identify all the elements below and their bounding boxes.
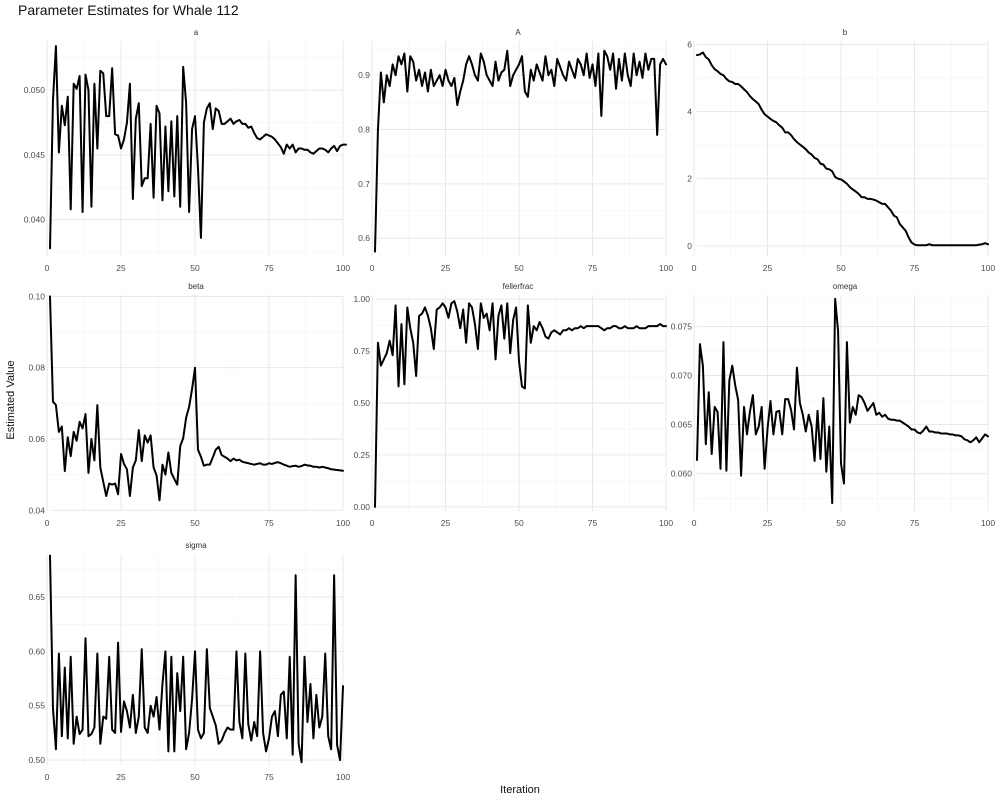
facet-strip-label: b: [843, 28, 848, 37]
x-axis-label: Iteration: [500, 784, 540, 796]
series-line: [374, 300, 667, 508]
y-tick-label: 0.045: [24, 150, 46, 160]
x-tick-label: 100: [981, 518, 995, 528]
y-tick-label: 0.070: [671, 371, 693, 381]
x-tick-label: 75: [588, 263, 598, 273]
x-tick-label: 75: [588, 518, 598, 528]
x-tick-label: 50: [514, 263, 524, 273]
y-tick-label: 2: [687, 174, 692, 184]
x-tick-label: 0: [370, 263, 375, 273]
x-tick-label: 75: [264, 263, 274, 273]
y-tick-label: 6: [687, 39, 692, 49]
x-tick-label: 100: [336, 518, 350, 528]
x-tick-label: 50: [190, 263, 200, 273]
panel-b: 0 25 50 75 100 0 2 4 6 b: [687, 28, 995, 273]
x-tick-label: 100: [981, 263, 995, 273]
y-tick-label: 0.065: [671, 420, 693, 430]
x-tick-label: 0: [45, 518, 50, 528]
series-line: [49, 45, 347, 250]
x-tick-label: 25: [441, 263, 451, 273]
x-tick-label: 75: [264, 518, 274, 528]
y-tick-label: 0.65: [28, 592, 45, 602]
y-tick-label: 0.00: [353, 502, 370, 512]
panel-a: 0 25 50 75 100 0.040 0.045 0.050 a: [24, 28, 351, 273]
y-tick-label: 0: [687, 241, 692, 251]
chart-title: Parameter Estimates for Whale 112: [18, 2, 239, 18]
x-tick-label: 0: [370, 518, 375, 528]
y-tick-label: 0.060: [671, 469, 693, 479]
x-tick-label: 75: [264, 772, 274, 782]
y-tick-label: 0.10: [28, 291, 45, 301]
y-tick-label: 0.60: [28, 646, 45, 656]
y-tick-label: 0.8: [358, 124, 370, 134]
facet-strip-label: A: [515, 28, 521, 37]
y-tick-label: 1.00: [353, 294, 370, 304]
facet-strip-label: sigma: [185, 541, 207, 550]
panel-omega: 0 25 50 75 100 0.060 0.065 0.070 0.075 omega: [671, 282, 996, 528]
x-tick-label: 0: [45, 263, 50, 273]
x-tick-label: 100: [336, 263, 350, 273]
y-tick-label: 0.50: [353, 398, 370, 408]
x-tick-label: 25: [116, 772, 126, 782]
y-tick-label: 0.040: [24, 215, 46, 225]
series-line: [49, 554, 344, 764]
y-tick-label: 0.075: [671, 321, 693, 331]
y-tick-label: 0.08: [28, 363, 45, 373]
facet-strip-label: fellerfrac: [503, 282, 534, 291]
panel-a: 0 25 50 75 100 0.6 0.7 0.8 0.9 A: [358, 28, 673, 273]
y-tick-label: 0.55: [28, 701, 45, 711]
x-tick-label: 25: [441, 518, 451, 528]
x-tick-label: 25: [763, 263, 773, 273]
y-tick-label: 0.06: [28, 434, 45, 444]
series-line: [696, 297, 989, 505]
y-tick-label: 0.7: [358, 179, 370, 189]
panel-sigma: 0 25 50 75 100 0.50 0.55 0.60 0.65 sigma: [28, 541, 350, 782]
series-line: [696, 51, 989, 247]
y-tick-label: 0.50: [28, 755, 45, 765]
x-tick-label: 50: [836, 263, 846, 273]
y-tick-label: 0.6: [358, 233, 370, 243]
x-tick-label: 25: [116, 263, 126, 273]
panel-beta: 0 25 50 75 100 0.04 0.06 0.08 0.10 beta: [28, 282, 350, 528]
x-tick-label: 50: [190, 772, 200, 782]
x-tick-label: 25: [116, 518, 126, 528]
x-tick-label: 50: [190, 518, 200, 528]
y-tick-label: 0.04: [28, 505, 45, 515]
y-tick-label: 0.9: [358, 70, 370, 80]
x-tick-label: 25: [763, 518, 773, 528]
x-tick-label: 100: [659, 518, 673, 528]
y-tick-label: 0.25: [353, 450, 370, 460]
x-tick-label: 75: [910, 263, 920, 273]
x-tick-label: 0: [692, 518, 697, 528]
facet-strip-label: a: [194, 28, 199, 37]
series-line: [374, 49, 667, 253]
x-tick-label: 100: [659, 263, 673, 273]
panel-fellerfrac: 0 25 50 75 100 0.00 0.25 0.50 0.75 1.00 fellerfrac: [353, 282, 673, 528]
y-tick-label: 4: [687, 107, 692, 117]
x-tick-label: 50: [836, 518, 846, 528]
facet-strip-label: omega: [833, 282, 858, 291]
facet-strip-label: beta: [188, 282, 204, 291]
y-tick-label: 0.75: [353, 346, 370, 356]
series-line: [49, 295, 344, 502]
y-tick-label: 0.050: [24, 85, 46, 95]
x-tick-label: 75: [910, 518, 920, 528]
x-tick-label: 100: [336, 772, 350, 782]
x-tick-label: 0: [45, 772, 50, 782]
x-tick-label: 50: [514, 518, 524, 528]
x-tick-label: 0: [692, 263, 697, 273]
y-axis-label: Estimated Value: [5, 360, 17, 439]
